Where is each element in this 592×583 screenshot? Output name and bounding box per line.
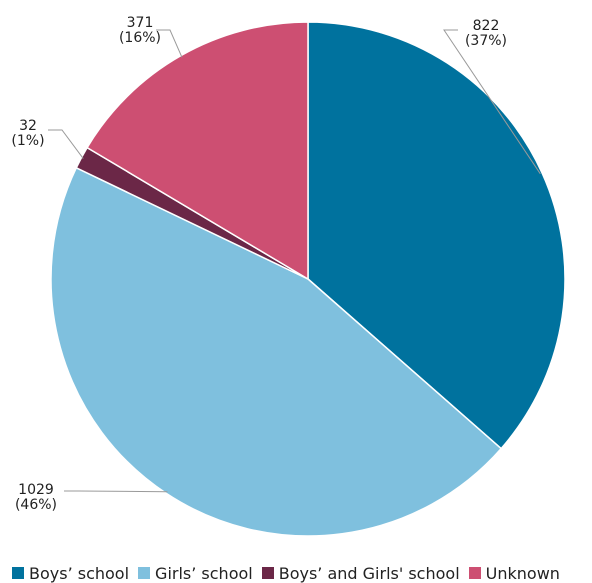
leader-line-girls-school xyxy=(64,490,168,493)
pie-slice-girls-school xyxy=(50,166,503,537)
value-label-unknown: 371 xyxy=(127,15,154,31)
legend-label: Boys’ and Girls' school xyxy=(278,563,460,583)
legend-swatch xyxy=(12,567,24,579)
legend: Boys’ school Girls’ school Boys’ and Gir… xyxy=(12,563,569,583)
legend-label: Girls’ school xyxy=(155,563,253,583)
legend-swatch xyxy=(468,567,481,579)
legend-swatch xyxy=(138,567,151,579)
percent-label-unknown: (16%) xyxy=(119,30,161,46)
leader-line-unknown xyxy=(156,29,183,58)
legend-label: Boys’ school xyxy=(29,563,130,583)
value-label-boys-school: 822 xyxy=(473,18,500,34)
percent-label-boys-and-girls-school: (1%) xyxy=(11,133,44,149)
pie-slices xyxy=(50,21,566,537)
legend-label: Unknown xyxy=(485,563,560,583)
legend-item-boys-and-girls-school: Boys’ and Girls' school xyxy=(261,563,460,583)
percent-label-boys-school: (37%) xyxy=(465,33,507,49)
percent-label-girls-school: (46%) xyxy=(15,497,57,513)
legend-item-girls-school: Girls’ school xyxy=(138,564,253,583)
pie-slice-boys-school xyxy=(307,21,566,450)
value-label-girls-school: 1029 xyxy=(18,482,54,498)
leader-line-boys-and-girls-school xyxy=(48,129,84,159)
legend-swatch xyxy=(261,567,274,579)
leader-line-boys-school xyxy=(443,29,541,175)
legend-item-unknown: Unknown xyxy=(468,563,560,583)
slice-labels: 822(37%) 1029(46%) 32(1%) 371(16%) xyxy=(11,15,541,513)
legend-item-boys-school: Boys’ school xyxy=(12,564,129,583)
value-label-boys-and-girls-school: 32 xyxy=(19,118,37,134)
